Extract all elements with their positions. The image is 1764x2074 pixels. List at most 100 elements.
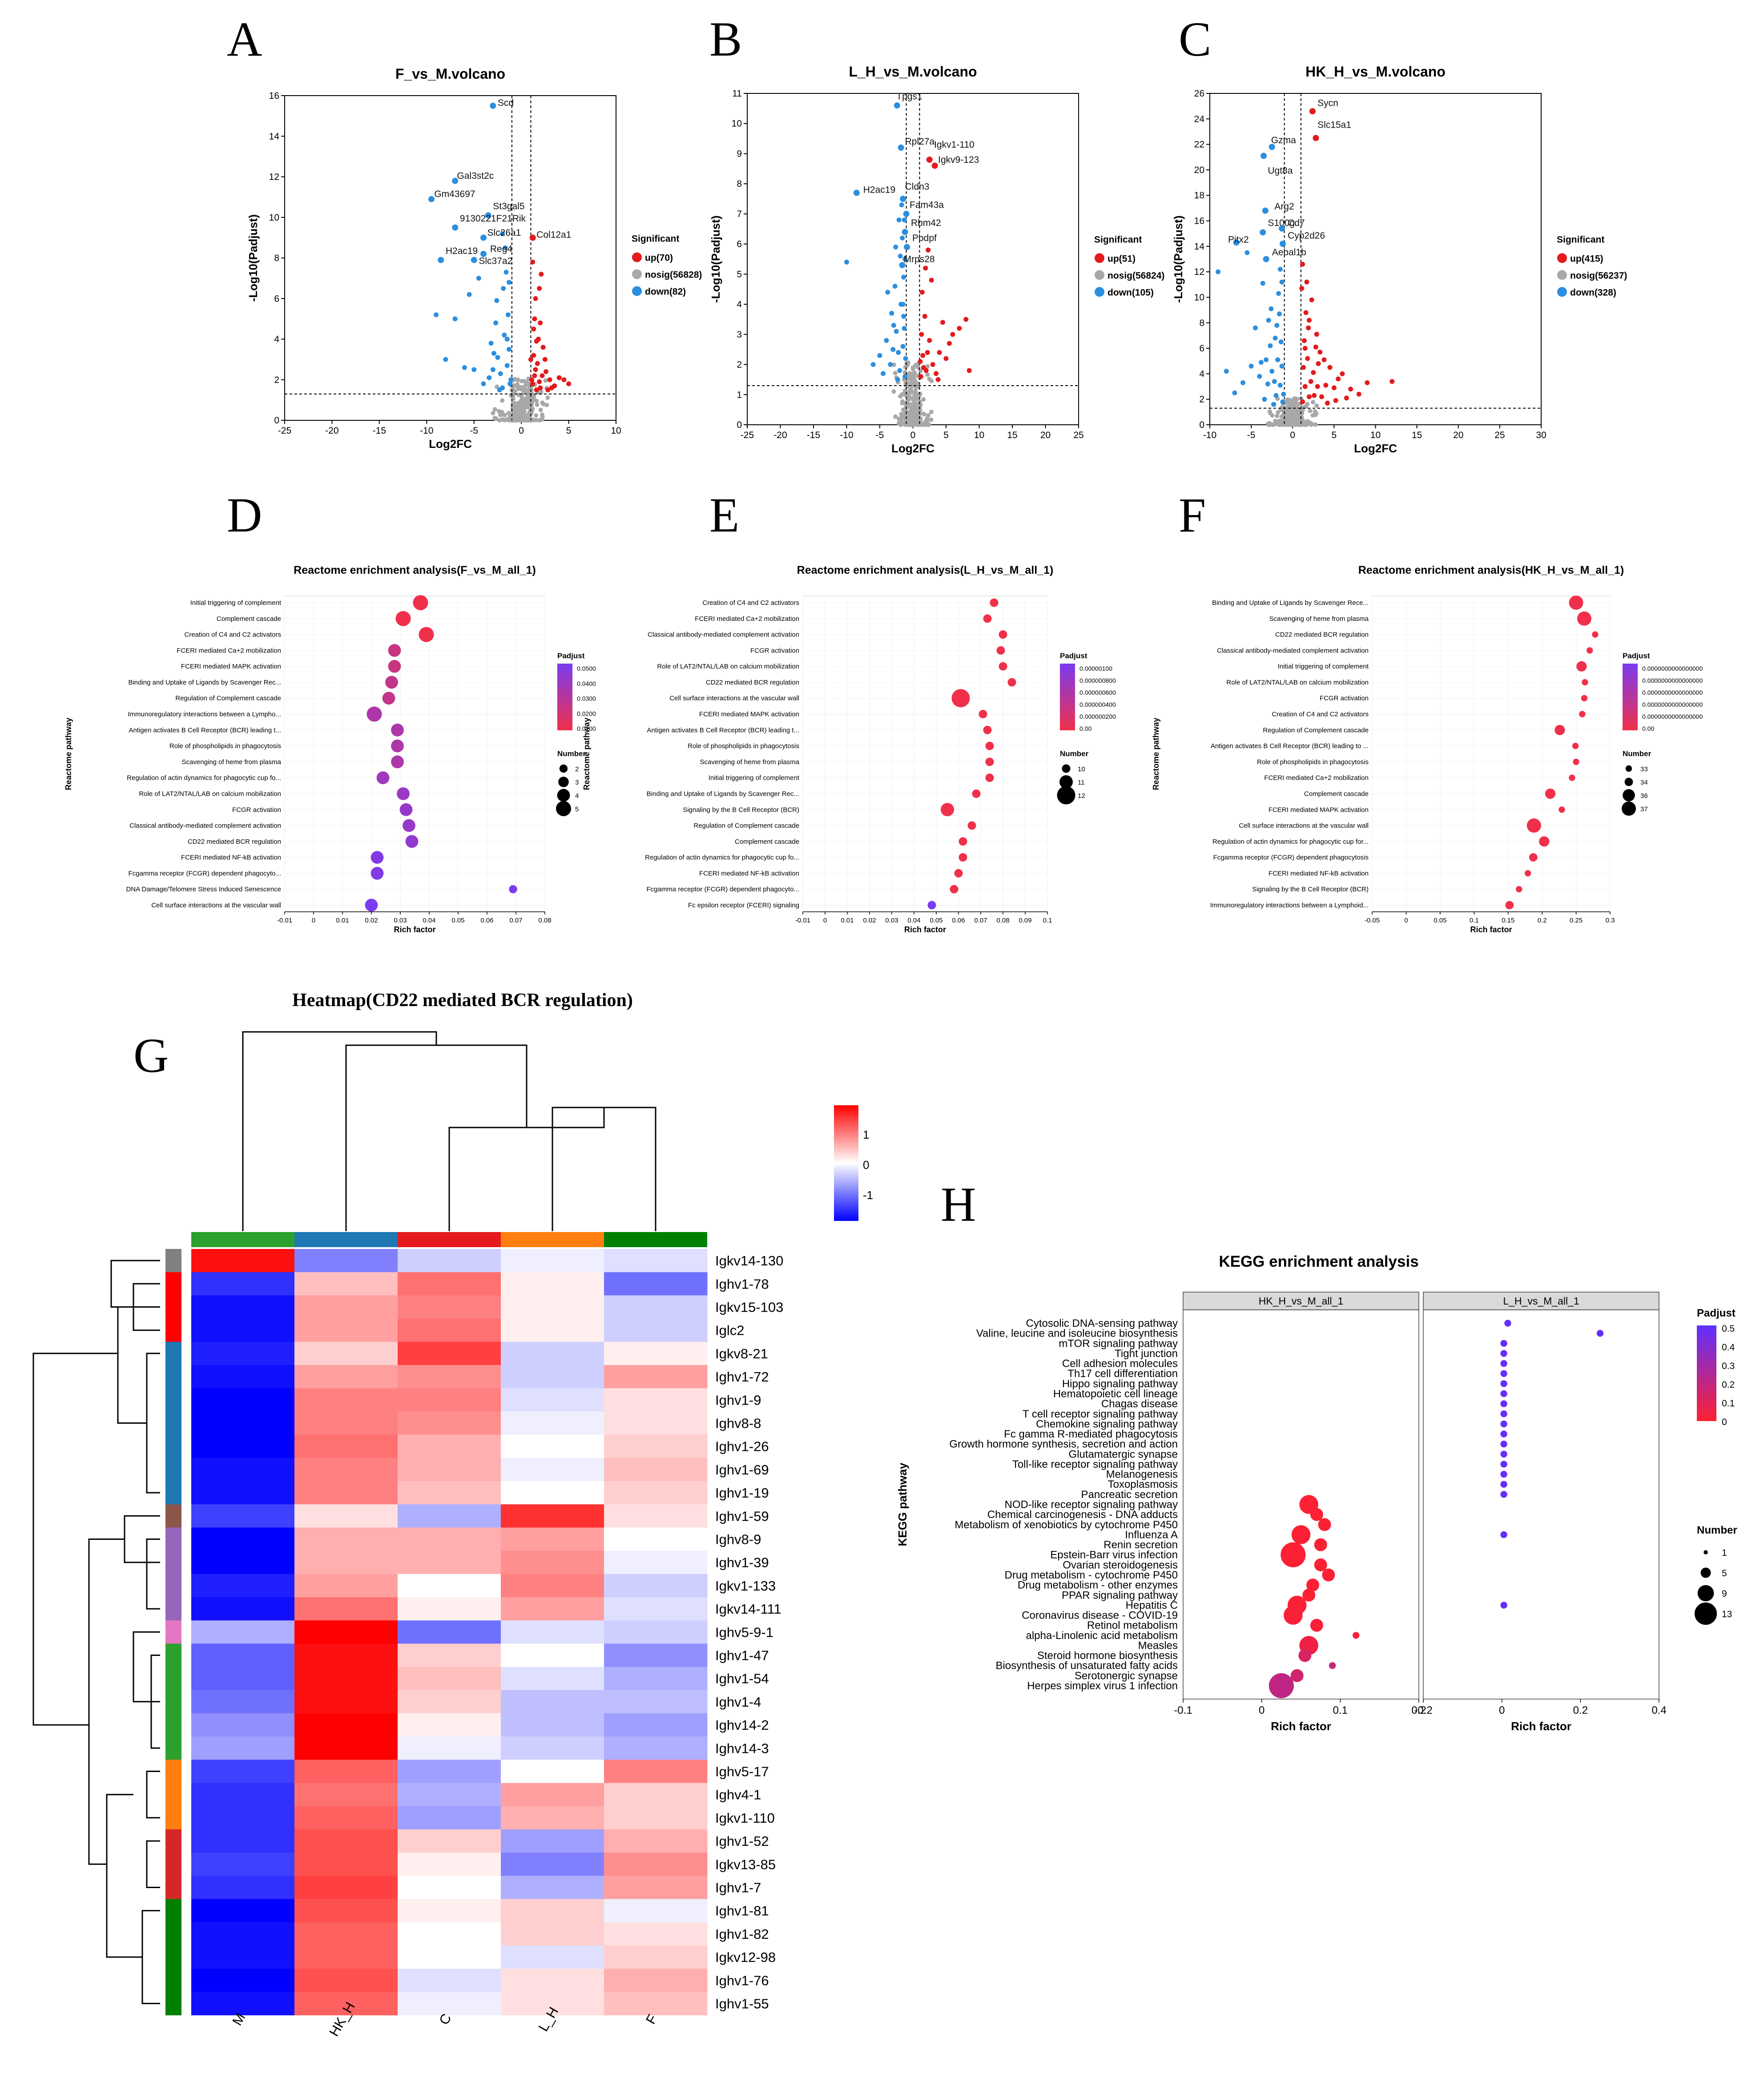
down-point (896, 350, 901, 355)
heatmap-cell (398, 1295, 501, 1319)
nosig-point (511, 383, 516, 388)
heatmap-cell (191, 1620, 295, 1644)
row-annotation (165, 1504, 181, 1528)
gene-label: Slc37a2 (479, 256, 512, 266)
size-legend-label: 36 (1640, 792, 1648, 800)
up-point (1306, 325, 1311, 330)
nosig-point (913, 404, 918, 409)
row-label: Igkv1-133 (715, 1578, 776, 1594)
y-tick-label: 6 (1199, 343, 1204, 354)
pathway-label: Role of LAT2/NTAL/LAB on calcium mobiliz… (1226, 679, 1369, 686)
labeled-point (490, 102, 496, 109)
chart-title: HK_H_vs_M.volcano (1305, 64, 1446, 80)
bubble-point (397, 787, 410, 800)
pathway-label: Cell surface interactions at the vascula… (669, 695, 799, 702)
gene-label: Rpl27a (905, 137, 935, 147)
legend-swatch (1557, 253, 1567, 263)
labeled-point (1313, 135, 1319, 141)
bubble-point (1545, 788, 1556, 799)
pathway-label: Cell adhesion molecules (1062, 1358, 1178, 1370)
up-point (1301, 365, 1306, 370)
x-axis-label: Log2FC (891, 442, 934, 455)
legend-swatch (1557, 270, 1567, 280)
labeled-point (1260, 229, 1266, 236)
up-point (529, 377, 535, 383)
x-tick-label: 0.04 (423, 917, 435, 924)
chart-title: L_H_vs_M.volcano (849, 64, 977, 80)
panel-letter-H: H (941, 1177, 976, 1232)
labeled-point (1279, 241, 1286, 247)
x-tick-label: -10 (420, 426, 433, 436)
down-point (902, 326, 907, 331)
labeled-point (1233, 239, 1240, 246)
nosig-point (913, 422, 918, 427)
column-dendrogram (345, 1044, 528, 1231)
nosig-point (523, 405, 528, 410)
x-tick-label: 0.08 (538, 917, 551, 924)
x-tick-label: 20 (1453, 430, 1463, 440)
row-annotation (165, 1272, 181, 1296)
up-point (1389, 379, 1395, 384)
up-point (1356, 391, 1361, 397)
gene-label: Gal3st2c (457, 171, 494, 181)
legend-swatch (1095, 253, 1104, 263)
heatmap-cell (398, 1574, 501, 1598)
colorbar-tick-label: 0.0000000000000000 (1642, 701, 1703, 708)
up-point (533, 296, 538, 301)
row-annotation (165, 1481, 181, 1505)
up-point (930, 362, 935, 367)
heatmap-cell (294, 1922, 398, 1946)
heatmap-cell (604, 1690, 708, 1714)
pathway-label: Initial triggering of complement (190, 599, 282, 607)
colorbar-tick-label: 0 (1722, 1417, 1727, 1427)
x-tick-label: 0.2 (1573, 1704, 1588, 1716)
nosig-point (925, 364, 930, 369)
up-point (1344, 395, 1349, 401)
legend-label: down(328) (1570, 287, 1616, 298)
up-point (535, 361, 540, 366)
y-tick-label: 0 (1199, 420, 1204, 430)
facet-panel (1423, 1309, 1659, 1699)
x-tick-label: -10 (840, 430, 853, 440)
bubble-point (1505, 901, 1514, 910)
up-point (538, 385, 543, 391)
down-point (900, 344, 906, 349)
x-tick-label: 0.1 (1333, 1704, 1348, 1716)
bubble-point (385, 676, 398, 689)
x-tick-label: -15 (807, 430, 820, 440)
down-point (1224, 369, 1229, 374)
nosig-point (921, 397, 926, 402)
up-point (549, 385, 554, 391)
column-annotation (191, 1232, 294, 1247)
bubble-plot-D: Initial triggering of complement Compleme… (64, 564, 596, 934)
gene-label: Reg4 (490, 244, 513, 254)
nosig-point (494, 416, 499, 421)
size-legend-label: 11 (1078, 779, 1085, 786)
legend-label: nosig(56237) (1570, 270, 1627, 281)
colorbar-tick-label: -1 (863, 1188, 873, 1202)
pathway-label: Fcgamma receptor (FCGR) dependent phagoc… (129, 870, 282, 877)
up-point (927, 338, 932, 343)
heatmap-cell (501, 1295, 604, 1319)
heatmap-cell (501, 1969, 604, 1992)
colorbar-tick-label: 0.0000000000000000 (1642, 689, 1703, 696)
up-point (1307, 394, 1312, 399)
heatmap-cell (501, 1713, 604, 1737)
bubble-point (1500, 1440, 1507, 1448)
x-tick-label: 0 (1499, 1704, 1505, 1716)
bubble-point (1504, 1320, 1511, 1327)
pathway-label: Chemical carcinogenesis - DNA adducts (987, 1509, 1178, 1521)
heatmap-cell (191, 1713, 295, 1737)
row-annotation (165, 1388, 181, 1412)
legend-label: nosig(56828) (645, 270, 702, 280)
row-label: Igkv14-111 (715, 1601, 781, 1617)
row-annotation (165, 1249, 181, 1273)
y-tick-label: 3 (737, 330, 742, 340)
x-tick-label: 0.07 (974, 917, 987, 924)
up-point (919, 332, 924, 337)
nosig-point (515, 382, 520, 387)
heatmap-cell (604, 1481, 708, 1505)
pathway-label: Regulation of Complement cascade (693, 822, 799, 830)
heatmap-cell (604, 1643, 708, 1667)
nosig-point (528, 389, 532, 394)
